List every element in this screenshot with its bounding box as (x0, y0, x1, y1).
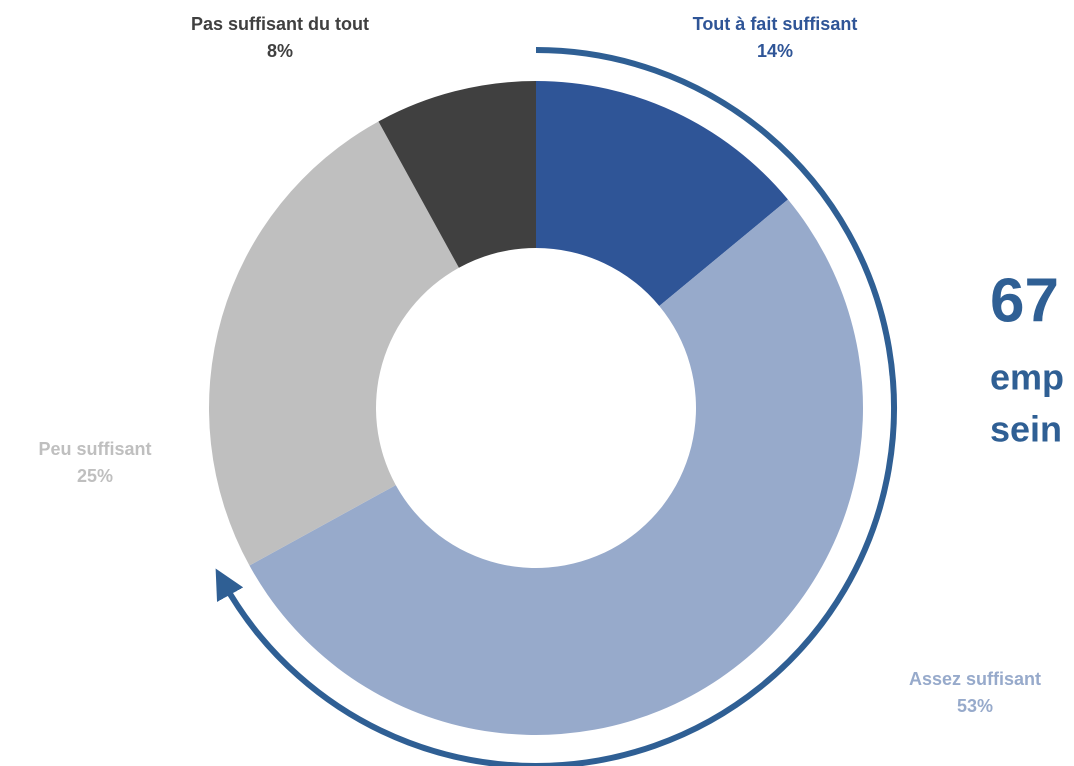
highlight-arrow (215, 47, 897, 766)
annotation-text: sein (990, 409, 1062, 450)
slice (378, 81, 536, 268)
value-label: 14% (757, 41, 793, 61)
slice-label: Tout à fait suffisant (693, 14, 858, 34)
annotation-number: 67 (990, 266, 1059, 335)
value-label: 8% (267, 41, 293, 61)
slice-label: Assez suffisant (909, 669, 1041, 689)
donut (209, 81, 864, 736)
annotation-text: emp (990, 357, 1064, 398)
slice-label: Pas suffisant du tout (191, 14, 369, 34)
value-label: 25% (77, 466, 113, 486)
value-label: 53% (957, 696, 993, 716)
slice (536, 81, 788, 307)
slice (249, 199, 864, 736)
slice-label: Peu suffisant (38, 439, 151, 459)
slice (209, 121, 459, 566)
